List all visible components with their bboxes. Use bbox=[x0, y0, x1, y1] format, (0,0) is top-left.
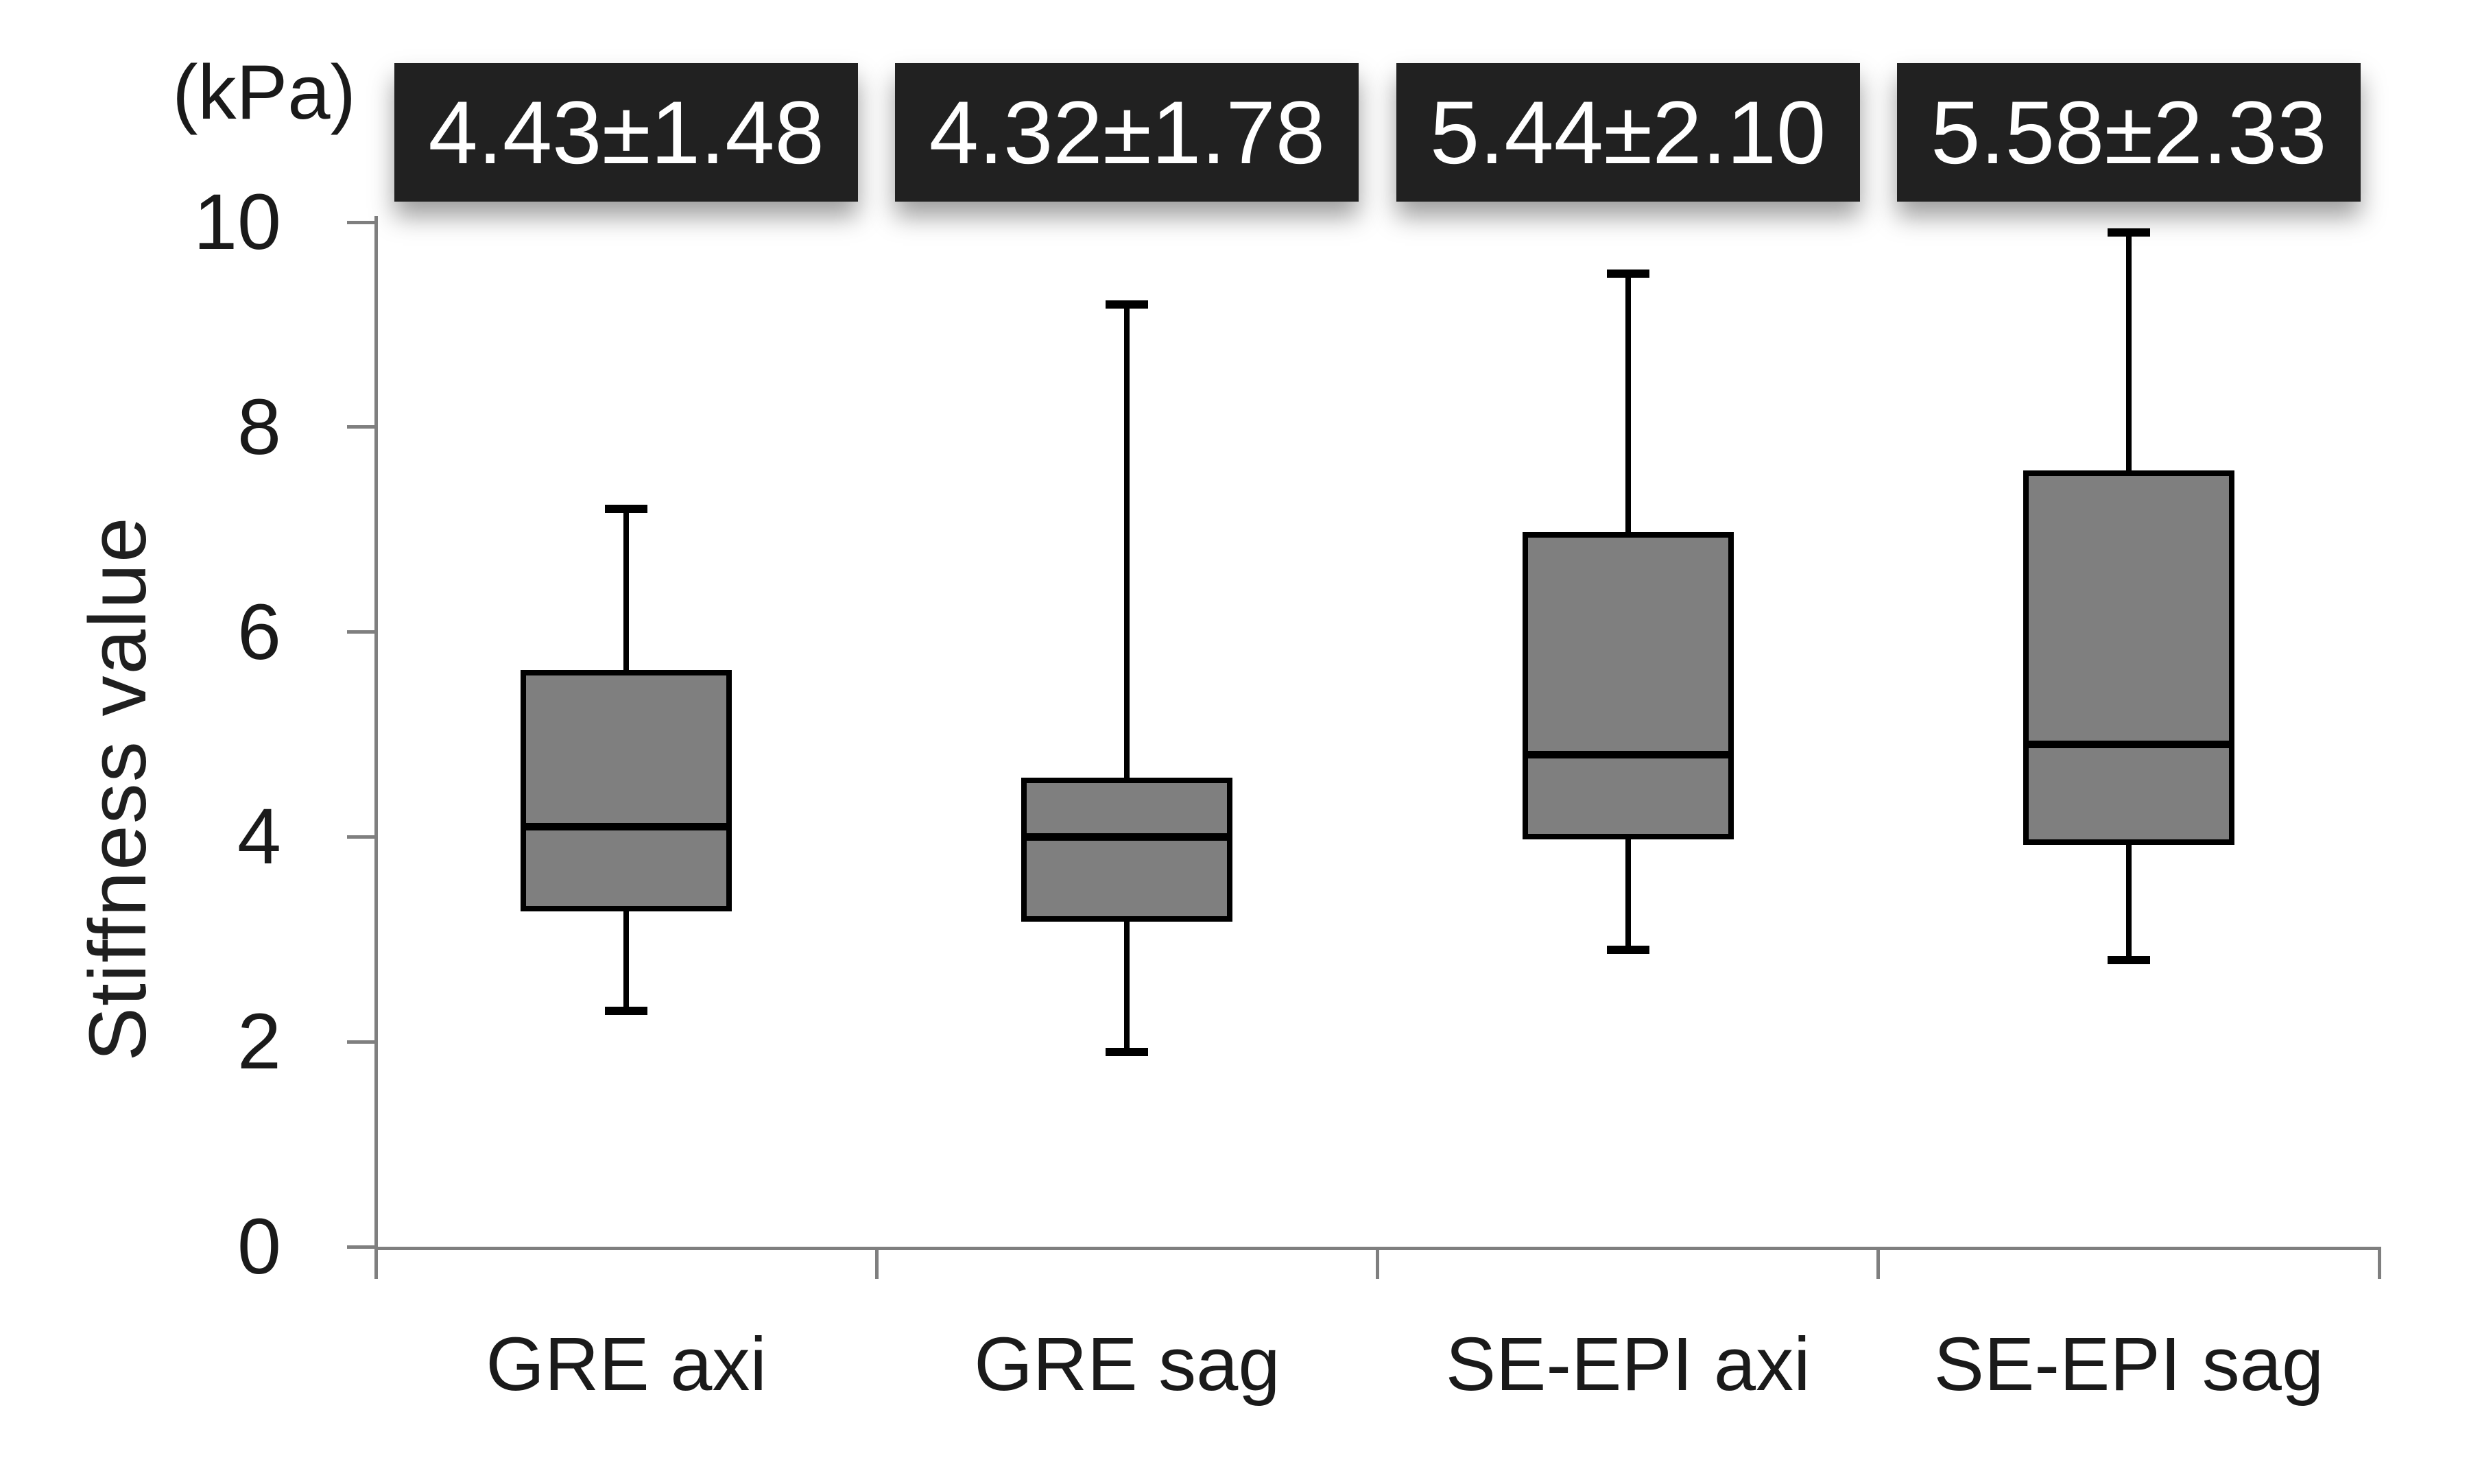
mean-sd-label-se-epi-axi: 5.44±2.10 bbox=[1396, 63, 1860, 202]
x-category-label-se-epi-sag: SE-EPI sag bbox=[1933, 1322, 2324, 1407]
x-axis-tick-3 bbox=[1876, 1249, 1881, 1279]
y-axis-tick-4 bbox=[347, 835, 376, 839]
mean-sd-label-gre-axi: 4.43±1.48 bbox=[394, 63, 859, 202]
y-axis-tick-0 bbox=[347, 1245, 376, 1249]
y-axis-tick-8 bbox=[347, 425, 376, 429]
x-axis-tick-4 bbox=[2377, 1249, 2381, 1279]
y-axis-unit-label: (kPa) bbox=[172, 49, 356, 135]
whisker-line-gre-sag bbox=[1124, 304, 1130, 1053]
y-axis-tick-6 bbox=[347, 630, 376, 634]
y-axis-tick-label-6: 6 bbox=[237, 588, 281, 676]
whisker-cap-max-se-epi-axi bbox=[1606, 269, 1649, 278]
whisker-cap-min-gre-sag bbox=[1106, 1048, 1149, 1057]
box-se-epi-axi bbox=[1522, 531, 1734, 840]
whisker-cap-min-se-epi-sag bbox=[2107, 955, 2150, 964]
x-axis-line bbox=[374, 1246, 2381, 1250]
y-axis-tick-label-8: 8 bbox=[237, 383, 281, 471]
y-axis-line bbox=[374, 216, 378, 1248]
whisker-cap-min-gre-axi bbox=[605, 1007, 648, 1016]
y-axis-tick-label-4: 4 bbox=[237, 793, 281, 881]
mean-sd-label-se-epi-sag: 5.58±2.33 bbox=[1896, 63, 2361, 202]
box-gre-sag bbox=[1021, 778, 1233, 922]
median-line-se-epi-sag bbox=[2027, 741, 2230, 749]
median-line-gre-sag bbox=[1025, 833, 1229, 841]
y-axis-tick-10 bbox=[347, 220, 376, 224]
x-category-label-gre-sag: GRE sag bbox=[974, 1322, 1280, 1407]
y-axis-tick-2 bbox=[347, 1040, 376, 1044]
whisker-cap-max-se-epi-sag bbox=[2107, 228, 2150, 237]
whisker-cap-min-se-epi-axi bbox=[1606, 945, 1649, 954]
x-category-label-gre-axi: GRE axi bbox=[486, 1322, 767, 1407]
median-line-gre-axi bbox=[525, 822, 728, 830]
y-axis-tick-label-2: 2 bbox=[237, 998, 281, 1086]
y-axis-tick-label-10: 10 bbox=[193, 178, 281, 266]
x-axis-tick-2 bbox=[1376, 1249, 1379, 1279]
box-se-epi-sag bbox=[2023, 470, 2234, 845]
x-axis-tick-1 bbox=[874, 1249, 879, 1279]
x-axis-tick-0 bbox=[374, 1249, 378, 1279]
whisker-cap-max-gre-axi bbox=[605, 505, 648, 514]
median-line-se-epi-axi bbox=[1526, 751, 1730, 759]
box-gre-axi bbox=[521, 670, 732, 911]
x-category-label-se-epi-axi: SE-EPI axi bbox=[1445, 1322, 1811, 1407]
whisker-cap-max-gre-sag bbox=[1106, 300, 1149, 309]
mean-sd-label-gre-sag: 4.32±1.78 bbox=[895, 63, 1359, 202]
y-axis-tick-label-0: 0 bbox=[237, 1203, 281, 1291]
